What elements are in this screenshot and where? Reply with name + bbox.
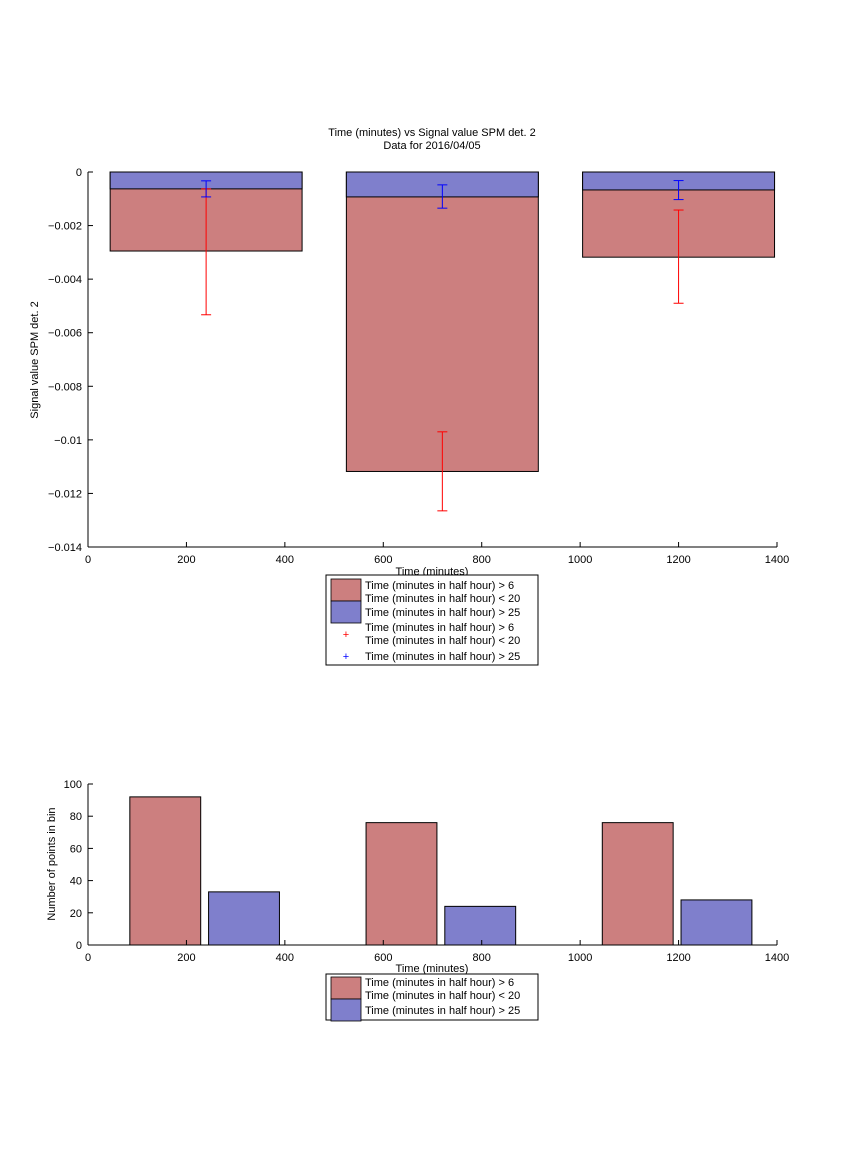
count-bar-series-1 xyxy=(680,899,753,946)
count-plot-area: 0 200 400 600 800 1000 1200 1400 0 20 40 60 80 100 xyxy=(64,779,790,964)
count-y-tick-label: 0 xyxy=(76,940,82,952)
count-x-tick-label: 400 xyxy=(276,952,294,964)
count-y-tick-label: 40 xyxy=(70,876,82,888)
signal-x-tick-label: 1000 xyxy=(568,554,592,566)
chart-subtitle: Data for 2016/04/05 xyxy=(383,140,480,152)
count-bar-series-1 xyxy=(208,891,280,946)
count-x-tick-label: 0 xyxy=(85,952,91,964)
legend-marker-red-error: + xyxy=(343,629,349,641)
signal-x-tick-label: 0 xyxy=(85,554,91,566)
signal-y-tick-label: −0.002 xyxy=(48,221,82,233)
signal-y-tick-label: −0.006 xyxy=(48,328,82,340)
signal-x-tick-label: 800 xyxy=(473,554,491,566)
count-x-tick-label: 600 xyxy=(374,952,392,964)
count-bar-series-0 xyxy=(601,822,674,946)
count-y-tick-label: 100 xyxy=(64,779,82,791)
signal-legend: Time (minutes in half hour) > 6 Time (min… xyxy=(325,574,539,666)
signal-x-tick-label: 400 xyxy=(276,554,294,566)
count-x-axis-label: Time (minutes) xyxy=(396,963,469,975)
legend-label-red-bar: Time (minutes in half hour) > 6 Time (min… xyxy=(365,580,520,605)
signal-x-tick-label: 1400 xyxy=(765,554,789,566)
count-legend-swatch-blue xyxy=(330,998,362,1022)
signal-y-tick-label: −0.008 xyxy=(48,381,82,393)
count-y-tick-label: 60 xyxy=(70,843,82,855)
signal-x-tick-label: 600 xyxy=(374,554,392,566)
signal-y-tick-label: −0.004 xyxy=(48,274,82,286)
legend-label-blue-error: Time (minutes in half hour) > 25 xyxy=(365,651,520,663)
signal-plot-area: 0 200 400 600 800 1000 1200 1400 0 −0.002 −0.004 −0… xyxy=(48,167,789,566)
count-legend-swatch-red xyxy=(330,976,362,1000)
signal-bar-series-0 xyxy=(345,171,539,472)
count-bar-series-0 xyxy=(129,796,202,946)
signal-chart: Time (minutes) vs Signal value SPM det. … xyxy=(29,127,789,666)
signal-y-tick-label: −0.01 xyxy=(54,435,82,447)
legend-marker-blue-error: + xyxy=(343,651,349,663)
count-y-tick-label: 20 xyxy=(70,908,82,920)
signal-y-tick-label: −0.012 xyxy=(48,488,82,500)
count-x-tick-label: 200 xyxy=(177,952,195,964)
count-x-tick-label: 800 xyxy=(473,952,491,964)
legend-label-red-error: Time (minutes in half hour) > 6 Time (min… xyxy=(365,622,520,647)
count-x-tick-label: 1200 xyxy=(666,952,690,964)
legend-label-blue-bar: Time (minutes in half hour) > 25 xyxy=(365,607,520,619)
chart-title: Time (minutes) vs Signal value SPM det. … xyxy=(328,127,535,139)
count-chart: 0 200 400 600 800 1000 1200 1400 0 20 40 60 80 100 Ti… xyxy=(46,779,790,1022)
legend-swatch-blue-bar xyxy=(330,600,362,624)
signal-x-tick-label: 200 xyxy=(177,554,195,566)
count-bar-series-1 xyxy=(444,905,517,946)
count-y-tick-label: 80 xyxy=(70,811,82,823)
count-x-tick-label: 1000 xyxy=(568,952,592,964)
count-y-axis-label: Number of points in bin xyxy=(46,807,58,920)
count-legend-label-red: Time (minutes in half hour) > 6 Time (min… xyxy=(365,977,520,1002)
signal-y-tick-label: 0 xyxy=(76,167,82,179)
count-legend: Time (minutes in half hour) > 6 Time (min… xyxy=(325,973,539,1022)
legend-swatch-red-bar xyxy=(330,578,362,602)
count-x-tick-label: 1400 xyxy=(765,952,789,964)
count-legend-label-blue: Time (minutes in half hour) > 25 xyxy=(365,1005,520,1017)
signal-x-tick-label: 1200 xyxy=(666,554,690,566)
signal-y-axis-label: Signal value SPM det. 2 xyxy=(29,301,41,418)
signal-y-tick-label: −0.014 xyxy=(48,542,82,554)
count-bar-series-0 xyxy=(365,822,438,946)
